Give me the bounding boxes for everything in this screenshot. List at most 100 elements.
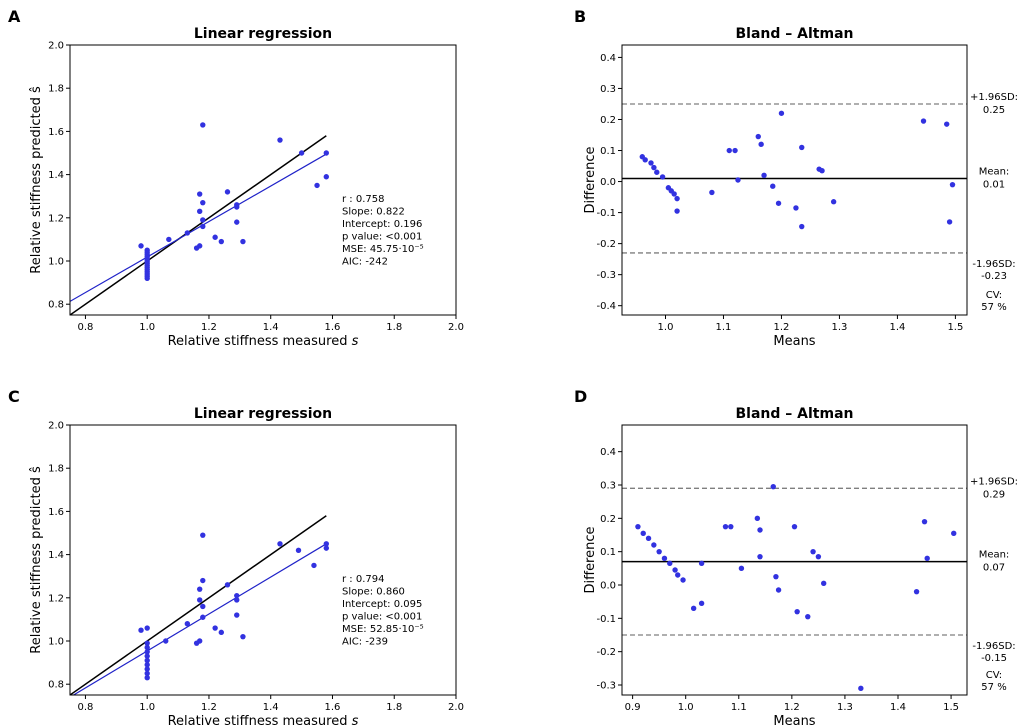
x-tick-label: 1.6: [325, 322, 341, 333]
stat-line: Slope: 0.860: [342, 587, 405, 598]
mean-value: 0.07: [983, 563, 1005, 574]
data-point: [659, 174, 666, 180]
axes-frame: [621, 44, 968, 316]
data-point: [770, 483, 776, 490]
y-tick-label: -0.1: [596, 208, 616, 219]
identity-line: [70, 135, 327, 315]
y-axis-label: Difference: [583, 146, 598, 213]
data-point: [793, 205, 799, 211]
data-point: [757, 527, 763, 533]
upper-loa-value: 0.25: [983, 105, 1005, 116]
data-point: [640, 530, 646, 537]
data-point: [200, 532, 206, 538]
y-tick-label: 1.4: [48, 550, 64, 561]
x-tick-label: 1.0: [678, 702, 694, 713]
data-point: [642, 157, 648, 163]
y-tick-label: 0.2: [600, 115, 616, 126]
data-point: [951, 530, 957, 537]
data-point: [757, 553, 763, 560]
data-point: [667, 560, 673, 567]
y-tick-label: 0.0: [600, 177, 616, 188]
x-tick-label: 1.5: [947, 322, 963, 333]
chart-title: Linear regression: [194, 406, 332, 422]
y-tick-label: 1.0: [48, 257, 64, 268]
stat-line: r : 0.794: [342, 574, 384, 585]
data-point: [755, 133, 761, 140]
data-point: [323, 541, 330, 547]
data-point: [138, 243, 144, 249]
lower-loa-value: -0.23: [981, 271, 1007, 282]
panel-letter: C: [8, 387, 20, 406]
stat-line: p value: <0.001: [342, 232, 422, 243]
data-point: [858, 685, 864, 692]
data-point: [144, 657, 150, 664]
data-point: [166, 236, 172, 243]
data-point: [200, 199, 206, 206]
plot-area: [70, 515, 330, 695]
data-point: [758, 141, 764, 148]
regression-fit-line: [70, 153, 327, 302]
data-point: [323, 174, 330, 180]
panel-c: C Linear regression Relative stiffness mea…: [8, 387, 464, 727]
upper-loa-value: 0.29: [983, 489, 1005, 500]
y-tick-label: 0.8: [48, 300, 64, 311]
data-point: [654, 169, 660, 175]
data-point: [196, 191, 203, 197]
upper-loa-label: +1.96SD:: [970, 92, 1018, 103]
x-tick-label: 0.8: [77, 322, 93, 333]
data-point: [196, 638, 203, 644]
y-tick-label: 1.8: [48, 464, 64, 475]
y-tick-label: 2.0: [48, 421, 64, 432]
lower-loa-value: -0.15: [981, 653, 1007, 664]
data-point: [196, 597, 203, 603]
data-point: [675, 572, 681, 578]
y-tick-label: 0.3: [600, 84, 616, 95]
data-point: [144, 670, 150, 677]
data-point: [690, 605, 697, 612]
y-axis-label: Relative stiffness predicted ŝ: [29, 86, 44, 274]
data-point: [144, 662, 150, 668]
stat-line: MSE: 52.85·10⁻⁵: [342, 624, 424, 635]
data-point: [648, 160, 654, 166]
y-tick-label: 0.2: [600, 514, 616, 525]
cv-label: CV:: [986, 670, 1002, 681]
data-point: [234, 204, 240, 210]
x-axis-label: Means: [773, 334, 815, 349]
data-point: [661, 555, 668, 562]
data-point: [234, 612, 240, 618]
x-tick-label: 0.8: [77, 702, 93, 713]
data-point: [920, 118, 927, 124]
y-tick-label: 1.4: [48, 170, 64, 181]
y-tick-label: 1.6: [48, 507, 64, 518]
chart-title: Linear regression: [194, 26, 332, 42]
data-point: [163, 638, 169, 644]
data-point: [671, 191, 677, 197]
y-tick-label: -0.4: [596, 301, 616, 312]
data-point: [184, 230, 191, 236]
y-tick-label: 0.4: [600, 53, 616, 64]
x-tick-label: 1.6: [325, 702, 341, 713]
data-point: [234, 597, 240, 603]
x-tick-label: 1.0: [139, 702, 155, 713]
y-tick-label: 1.8: [48, 84, 64, 95]
data-point: [735, 177, 741, 183]
x-axis-label: Relative stiffness measured s: [168, 714, 359, 727]
x-tick-label: 1.3: [831, 322, 847, 333]
y-tick-label: 1.2: [48, 593, 64, 604]
y-tick-label: -0.3: [596, 681, 616, 692]
data-point: [184, 621, 191, 627]
data-point: [224, 189, 231, 195]
data-point: [311, 562, 317, 569]
cv-value: 57 %: [981, 682, 1006, 693]
data-point: [656, 548, 662, 555]
x-tick-label: 1.2: [201, 702, 217, 713]
data-point: [680, 577, 686, 583]
data-point: [144, 653, 150, 659]
data-point: [674, 195, 680, 202]
identity-line: [70, 515, 327, 695]
data-point: [728, 523, 734, 530]
data-point: [144, 649, 150, 655]
data-point: [709, 189, 715, 196]
data-point: [726, 147, 732, 154]
y-tick-label: 0.8: [48, 680, 64, 691]
